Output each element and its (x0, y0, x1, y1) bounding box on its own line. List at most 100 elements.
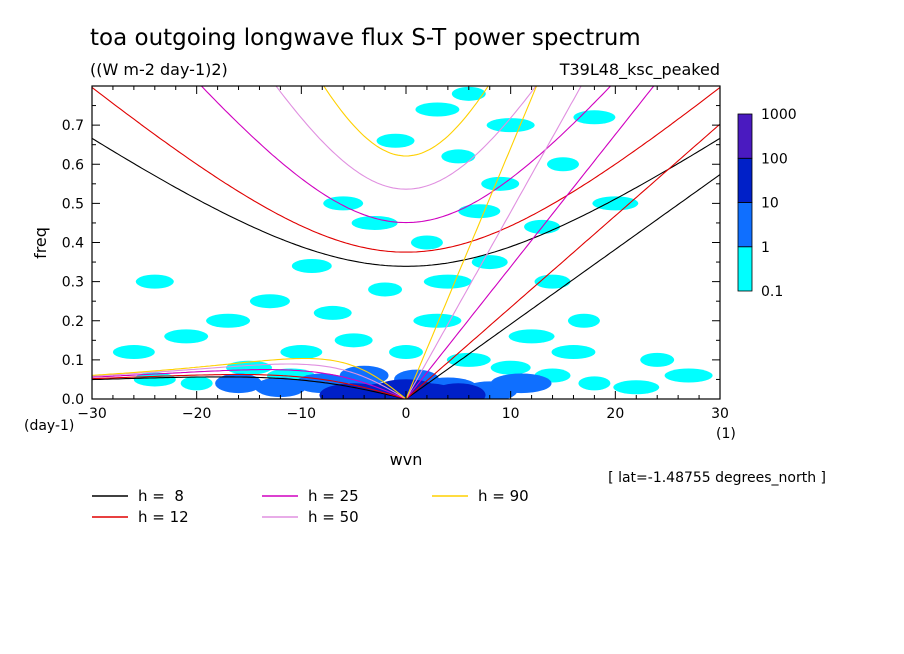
colorbar-label: 0.1 (761, 284, 783, 300)
rossby-curve (92, 357, 407, 399)
legend-label: h = 25 (308, 487, 359, 505)
y-tick-label: 0.6 (62, 157, 84, 173)
colorbar-label: 100 (761, 151, 788, 167)
colorbar-swatch (737, 113, 753, 159)
colorbar: 0.1 1 10 100 1000 (737, 107, 797, 300)
y-tick-label: 0.1 (62, 353, 84, 369)
power-patch (640, 352, 675, 367)
power-patch (180, 376, 213, 391)
power-patch (215, 373, 262, 394)
power-patch (423, 274, 472, 289)
x-tick-label: −30 (77, 406, 107, 422)
kelvin-curve (405, 174, 720, 399)
legend-label: h = 12 (138, 508, 189, 526)
kelvin-curve (405, 86, 582, 399)
power-patch (112, 345, 155, 360)
x-tick-label: 20 (606, 406, 624, 422)
x-axis-unit: (1) (716, 426, 736, 442)
chart-subtitle: ((W m-2 day-1)2) (90, 60, 228, 79)
kelvin-curve (405, 123, 720, 399)
dataset-label: T39L48_ksc_peaked (559, 60, 720, 80)
power-spectrum-layer (112, 86, 713, 399)
rossby-curve (92, 373, 407, 399)
rossby-curve (92, 376, 407, 399)
power-patch (334, 333, 373, 348)
power-patch (164, 329, 209, 344)
legend-label: h = 50 (308, 508, 359, 526)
y-axis-unit: (day-1) (24, 418, 74, 434)
power-patch (410, 235, 443, 250)
power-patch (441, 149, 476, 164)
inertia-gravity-curve (200, 86, 612, 224)
power-patch (389, 345, 423, 360)
power-patch (592, 196, 639, 211)
power-patch (135, 274, 174, 289)
inertia-gravity-curve (275, 86, 537, 190)
power-patch (206, 313, 251, 328)
power-patch (280, 345, 323, 360)
colorbar-label: 1000 (761, 107, 797, 123)
x-tick-label: −20 (182, 406, 212, 422)
colorbar-label: 10 (761, 196, 779, 212)
power-patch (490, 360, 531, 375)
power-patch (368, 282, 403, 297)
power-patch (226, 360, 272, 375)
rossby-curve (92, 369, 407, 399)
colorbar-label: 1 (761, 240, 770, 256)
power-patch (508, 329, 555, 344)
inertia-gravity-curve (92, 137, 720, 267)
colorbar-swatch (737, 246, 753, 292)
power-patch (481, 176, 520, 191)
legend-label: h = 90 (478, 487, 529, 505)
power-patch (578, 376, 611, 391)
power-patch (413, 313, 462, 328)
x-tick-label: 0 (402, 406, 411, 422)
y-axis-label: freq (31, 227, 50, 259)
power-patch (376, 133, 415, 148)
power-patch (319, 383, 388, 399)
power-patch (351, 215, 398, 230)
power-patch (255, 377, 306, 398)
power-patch (486, 118, 535, 133)
axis-ticks: −30 −20 −10 0 10 20 30 0.0 0.1 0.2 0.3 0.4 0.5 0.6 0.7 (62, 86, 729, 422)
power-patch (446, 352, 491, 367)
power-patch (551, 345, 596, 360)
power-patch (451, 86, 486, 101)
x-tick-label: −10 (287, 406, 317, 422)
y-tick-label: 0.0 (62, 392, 84, 408)
y-tick-label: 0.7 (62, 118, 84, 134)
power-patch (490, 373, 552, 394)
power-patch (664, 368, 713, 383)
inertia-gravity-curve (323, 86, 489, 157)
y-tick-label: 0.4 (62, 236, 84, 252)
rossby-curve (92, 363, 407, 399)
power-patch (291, 258, 332, 273)
power-patch (249, 294, 290, 309)
power-patch (339, 365, 389, 386)
dispersion-curves-layer (92, 86, 720, 399)
legend: h = 8 h = 12 h = 25 h = 50 h = 90 (92, 487, 529, 526)
y-tick-label: 0.5 (62, 196, 84, 212)
power-patch (313, 305, 352, 320)
power-patch (613, 380, 660, 395)
x-tick-label: 10 (502, 406, 520, 422)
latitude-note: [ lat=-1.48755 degrees_north ] (608, 470, 826, 486)
power-patch (415, 102, 460, 117)
colorbar-swatch (737, 157, 753, 203)
colorbar-swatch (737, 202, 753, 248)
power-patch (458, 204, 501, 219)
y-tick-label: 0.2 (62, 314, 84, 330)
power-patch (567, 313, 600, 328)
chart-title: toa outgoing longwave flux S-T power spe… (90, 25, 641, 51)
power-patch (547, 157, 579, 172)
x-axis-label: wvn (390, 450, 423, 469)
kelvin-curve (405, 86, 655, 399)
power-patch (323, 196, 364, 211)
legend-label: h = 8 (138, 487, 184, 505)
inertia-gravity-curve (92, 86, 720, 253)
kelvin-curve (405, 86, 538, 399)
power-patch (431, 383, 486, 399)
y-tick-label: 0.3 (62, 275, 84, 291)
x-tick-label: 30 (711, 406, 729, 422)
